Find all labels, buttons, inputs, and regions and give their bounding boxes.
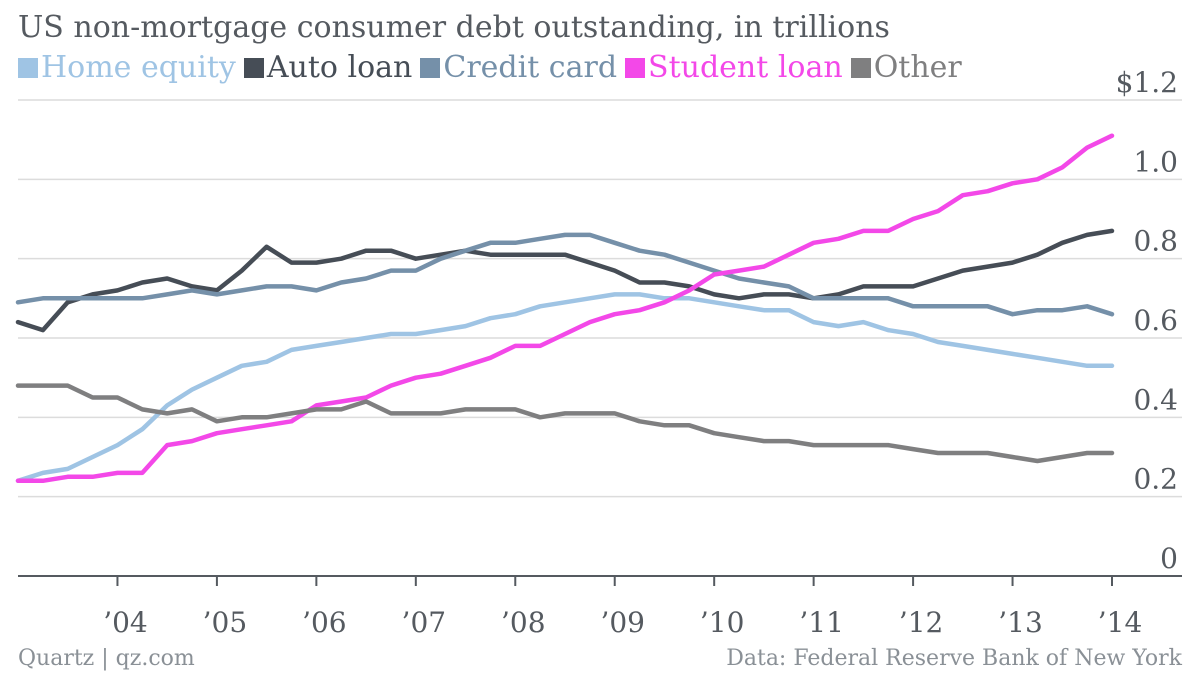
gridlines bbox=[18, 99, 1182, 498]
legend-item: Home equity bbox=[18, 50, 236, 85]
legend-label: Student loan bbox=[648, 50, 843, 85]
x-tick-label: ’10 bbox=[700, 606, 745, 639]
y-tick-label: 0.8 bbox=[1133, 225, 1178, 258]
y-tick-label: 0.6 bbox=[1133, 304, 1178, 337]
y-tick-label: 1.0 bbox=[1133, 145, 1178, 178]
x-tick-label: ’07 bbox=[402, 606, 447, 639]
legend-label: Auto loan bbox=[266, 50, 413, 85]
series-line-home-equity bbox=[15, 292, 1115, 484]
y-tick-label: 0.4 bbox=[1133, 383, 1178, 416]
y-axis-ticks: 0 0.2 0.4 0.6 0.8 1.0 $1.2 bbox=[1116, 66, 1178, 575]
x-tick-label: ’06 bbox=[302, 606, 347, 639]
x-tick-label: ’12 bbox=[899, 606, 944, 639]
legend-swatch bbox=[420, 57, 441, 78]
y-tick-label: 0.2 bbox=[1133, 463, 1178, 496]
y-tick-label: $1.2 bbox=[1116, 66, 1178, 99]
chart-title: US non-mortgage consumer debt outstandin… bbox=[18, 10, 890, 45]
x-tick-label: ’14 bbox=[1098, 606, 1143, 639]
legend-label: Home equity bbox=[41, 50, 236, 85]
legend-swatch bbox=[850, 57, 871, 78]
legend-swatch bbox=[18, 57, 38, 78]
legend-label: Credit card bbox=[443, 50, 618, 85]
source-credit: Quartz | qz.com bbox=[18, 646, 195, 671]
series-line-credit-card bbox=[15, 232, 1115, 317]
series-line-auto-loan bbox=[15, 228, 1115, 333]
x-tick-label: ’11 bbox=[799, 606, 844, 639]
x-tick-label: ’09 bbox=[600, 606, 645, 639]
y-tick-label: 0 bbox=[1160, 542, 1178, 575]
legend-item: Student loan bbox=[625, 50, 843, 85]
x-tick-label: ’04 bbox=[103, 606, 148, 639]
legend-swatch bbox=[625, 57, 646, 78]
series-line-other bbox=[15, 383, 1115, 464]
legend-label: Other bbox=[873, 50, 962, 85]
x-tick-label: ’05 bbox=[203, 606, 248, 639]
data-source: Data: Federal Reserve Bank of New York bbox=[726, 646, 1182, 671]
legend-swatch bbox=[243, 57, 264, 78]
series-lines bbox=[15, 133, 1115, 484]
series-line-student-loan bbox=[15, 133, 1115, 484]
legend-item: Credit card bbox=[420, 50, 617, 85]
x-axis: ’04 ’05 ’06 ’07 ’08 ’09 ’10 ’11 ’12 ’13 ’14 bbox=[18, 575, 1182, 639]
legend: Home equity Auto loan Credit card Student l… bbox=[18, 50, 970, 85]
legend-item: Other bbox=[850, 50, 962, 85]
x-tick-label: ’08 bbox=[501, 606, 546, 639]
legend-item: Auto loan bbox=[243, 50, 413, 85]
x-tick-label: ’13 bbox=[998, 606, 1043, 639]
